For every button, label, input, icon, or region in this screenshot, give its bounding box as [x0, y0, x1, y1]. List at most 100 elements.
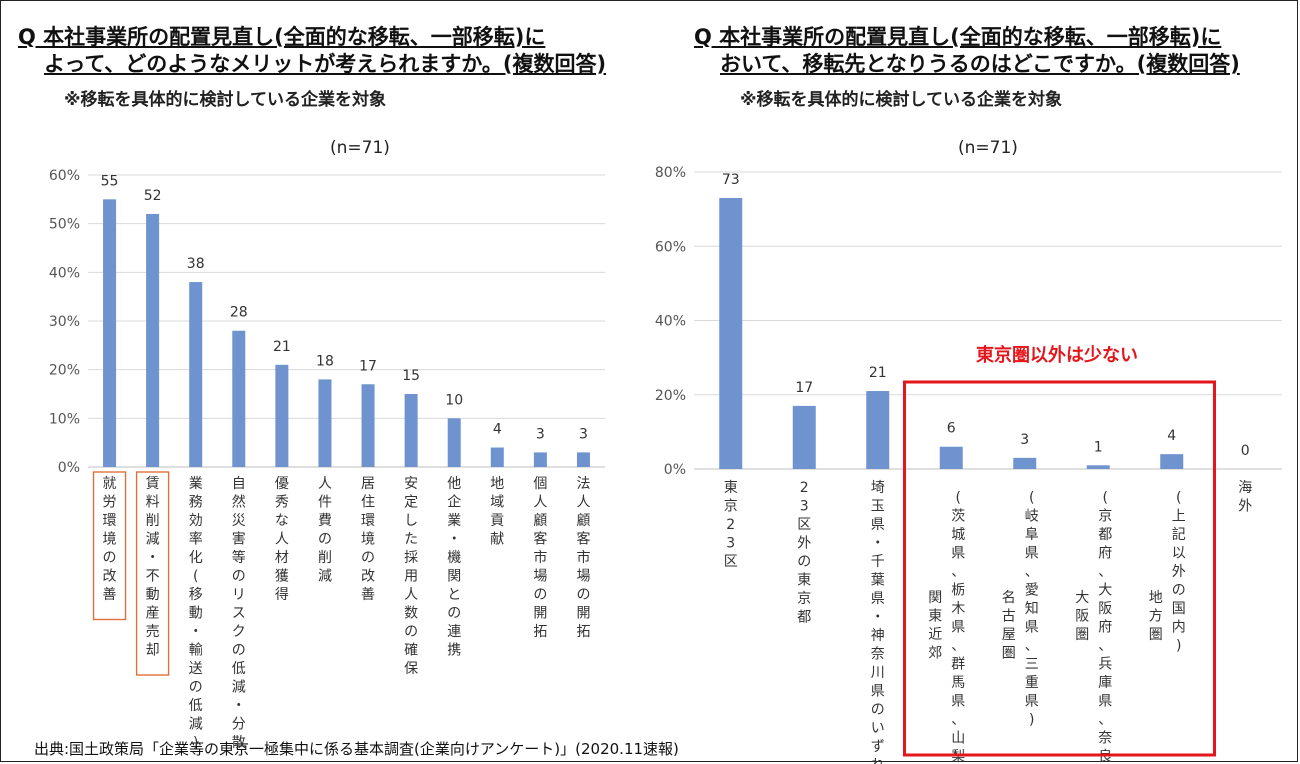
y-tick-label: 80%	[655, 165, 686, 181]
left-title-line1: Q 本社事業所の配置見直し(全面的な移転、一部移転)に	[18, 25, 546, 49]
callout-text: 東京圏以外は少ない	[976, 345, 1138, 366]
bar	[1160, 454, 1184, 469]
bar	[232, 330, 246, 467]
right-title-line1: Q 本社事業所の配置見直し(全面的な移転、一部移転)に	[694, 25, 1222, 49]
bar	[490, 447, 504, 467]
category-label-text: 賃料削減・不動産売却	[146, 476, 160, 659]
y-tick-label: 20%	[655, 388, 686, 404]
right-title-line2: おいて、移転先となりうるのはどこですか。(複数回答)	[720, 52, 1240, 76]
data-label: 17	[359, 358, 377, 374]
category-label-text: 優秀な人材獲得	[275, 476, 289, 603]
category-label: 2 3 区外の東京都	[797, 480, 811, 626]
bar	[404, 394, 418, 467]
category-label-text: 自然災害等のリスクの低減・分散	[232, 476, 246, 751]
category-label-text: 2 3 区外の東京都	[797, 480, 811, 626]
right-n-label: (n=71)	[958, 138, 1018, 158]
category-label: 海外	[1238, 480, 1252, 515]
y-tick-label: 60%	[655, 239, 686, 255]
data-label: 3	[579, 426, 588, 442]
bar	[189, 282, 203, 467]
bar	[275, 364, 289, 467]
category-label: 関東近郊	[928, 590, 942, 662]
data-label: 52	[144, 188, 162, 204]
data-label: 21	[869, 365, 887, 381]
data-label: 38	[187, 256, 205, 272]
bar	[576, 452, 590, 467]
data-label: 4	[1167, 428, 1176, 444]
y-tick-label: 0%	[58, 460, 80, 476]
category-label: (茨城県、栃木県、群馬県、山梨県)	[951, 490, 965, 764]
category-label: 安定した採用人数の確保	[404, 476, 418, 677]
bar	[1086, 465, 1110, 469]
category-label-text: (上記以外の国内)	[1172, 490, 1186, 654]
category-label: 東京 2 3 区	[724, 480, 738, 570]
chart-0: 0% 10% 20% 30% 40% 50% 60% 55 52 38 28 21 18 17 15 10 4 3…	[49, 168, 605, 676]
category-label-text: 安定した採用人数の確保	[404, 476, 418, 677]
category-label-text: 東京 2 3 区	[724, 480, 738, 570]
bar	[361, 384, 375, 467]
category-label: 賃料削減・不動産売却	[146, 476, 160, 659]
y-tick-label: 30%	[49, 314, 80, 330]
category-label-text: 名古屋圏	[1002, 590, 1016, 662]
y-tick-label: 40%	[49, 265, 80, 281]
category-label: 法人顧客市場の開拓	[576, 476, 590, 640]
category-label-text: 個人顧客市場の開拓	[533, 476, 547, 640]
category-label: 居住環境の改善	[361, 476, 375, 603]
category-label-text: (京都府、大阪府、兵庫県、奈良県)	[1098, 490, 1112, 764]
data-label: 17	[795, 380, 813, 396]
y-tick-label: 20%	[49, 363, 80, 379]
bar	[866, 391, 890, 469]
category-label-text: (岐阜県、愛知県、三重県)	[1025, 490, 1039, 728]
category-label-text: 業務効率化(移動・輸送の低減)	[189, 476, 203, 751]
category-label-text: 人件費の削減	[318, 476, 332, 585]
category-label: 自然災害等のリスクの低減・分散	[232, 476, 246, 751]
category-label: 個人顧客市場の開拓	[533, 476, 547, 640]
category-label: 地域貢献	[490, 476, 504, 548]
highlight-box	[92, 471, 127, 621]
bar	[939, 446, 963, 469]
y-tick-label: 50%	[49, 217, 80, 233]
left-n-label: (n=71)	[330, 138, 390, 158]
data-label: 3	[536, 426, 545, 442]
category-label-text: 埼玉県・千葉県・神奈川県のいずれか	[871, 480, 885, 764]
category-label-text: 就労環境の改善	[103, 476, 117, 603]
category-label-text: 地方圏	[1149, 590, 1163, 643]
category-label: 他企業・機関との連携	[447, 476, 461, 659]
category-label: (京都府、大阪府、兵庫県、奈良県)	[1098, 490, 1112, 764]
category-label: 業務効率化(移動・輸送の低減)	[189, 476, 203, 751]
data-label: 28	[230, 305, 248, 321]
category-label-text: 法人顧客市場の開拓	[576, 476, 590, 640]
category-label: (岐阜県、愛知県、三重県)	[1025, 490, 1039, 728]
right-chart-title: Q 本社事業所の配置見直し(全面的な移転、一部移転)に おいて、移転先となりうる…	[694, 24, 1240, 78]
data-label: 73	[722, 172, 740, 188]
category-label-text: 地域貢献	[490, 476, 504, 548]
category-label: 優秀な人材獲得	[275, 476, 289, 603]
source-note: 出典:国土政策局「企業等の東京一極集中に係る基本調査(企業向けアンケート)」(2…	[34, 740, 679, 758]
category-label: 名古屋圏	[1002, 590, 1016, 662]
category-label: 大阪圏	[1075, 590, 1089, 643]
bar	[1013, 457, 1037, 469]
highlight-box	[135, 471, 170, 676]
data-label: 3	[1020, 432, 1029, 448]
category-label-text: 海外	[1238, 480, 1252, 515]
data-label: 6	[947, 421, 956, 437]
bar	[533, 452, 547, 467]
callout-box	[903, 380, 1216, 757]
category-label: 地方圏	[1149, 590, 1163, 643]
category-label: 就労環境の改善	[103, 476, 117, 603]
category-label: 埼玉県・千葉県・神奈川県のいずれか	[871, 480, 885, 764]
left-chart-title: Q 本社事業所の配置見直し(全面的な移転、一部移転)に よって、どのようなメリッ…	[18, 24, 606, 78]
bar	[447, 418, 461, 467]
bar	[146, 213, 160, 467]
data-label: 1	[1094, 439, 1103, 455]
category-label-text: 居住環境の改善	[361, 476, 375, 603]
category-label-text: 大阪圏	[1075, 590, 1089, 643]
y-tick-label: 60%	[49, 168, 80, 184]
right-chart-subtitle: ※移転を具体的に検討している企業を対象	[740, 90, 1063, 110]
left-chart-subtitle: ※移転を具体的に検討している企業を対象	[64, 90, 387, 110]
category-label-text: 関東近郊	[928, 590, 942, 662]
category-label-text: (茨城県、栃木県、群馬県、山梨県)	[951, 490, 965, 764]
bar	[792, 405, 816, 469]
category-label: 人件費の削減	[318, 476, 332, 585]
